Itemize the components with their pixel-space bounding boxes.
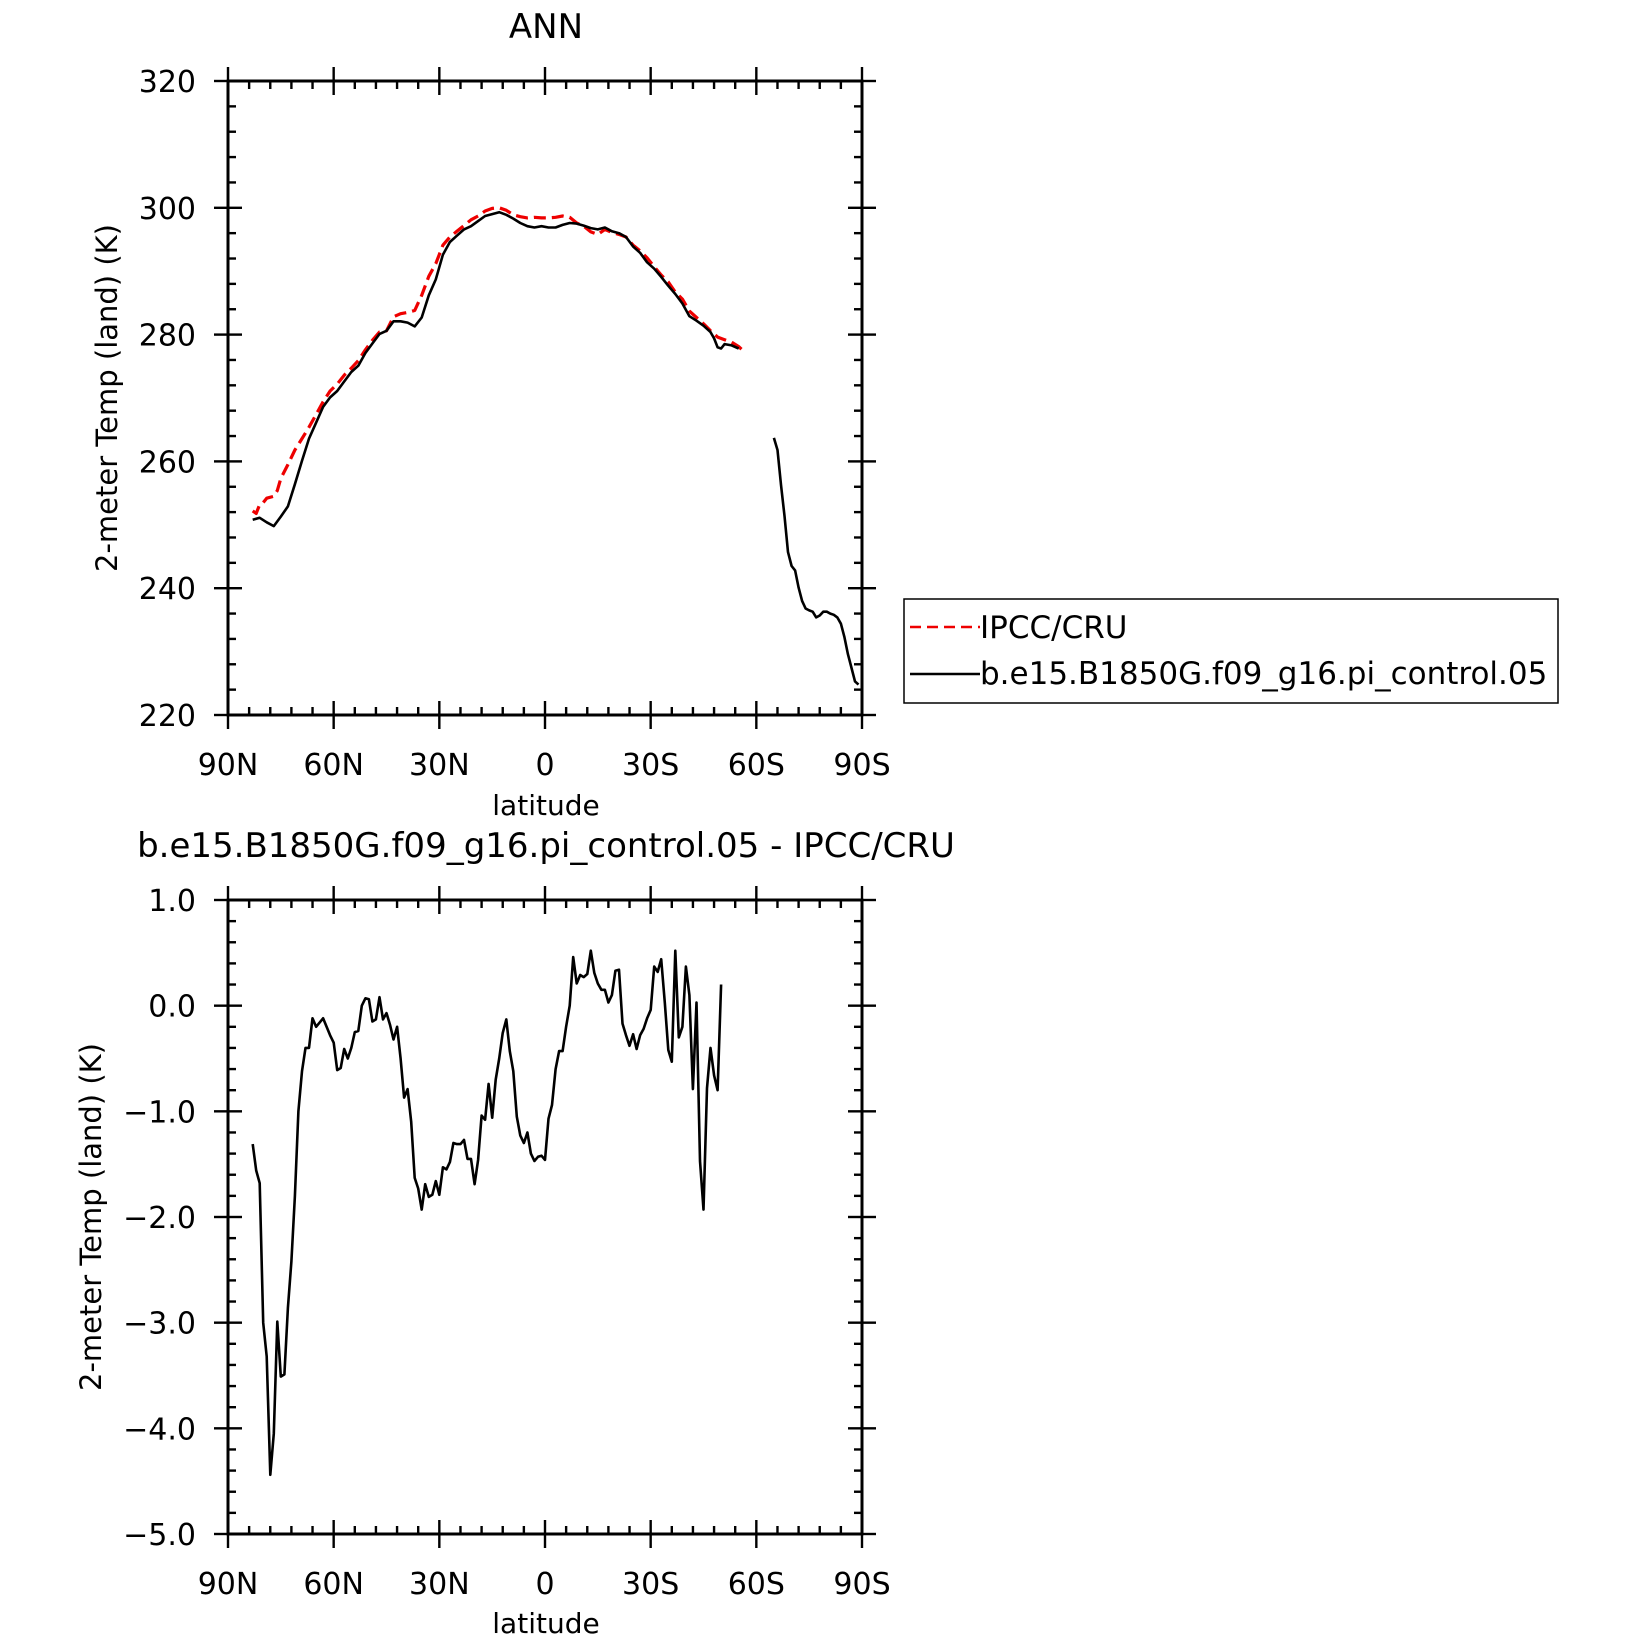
bottom-chart: b.e15.B1850G.f09_g16.pi_control.05 - IPC… <box>74 826 955 1640</box>
y-tick-label: 320 <box>139 65 196 100</box>
bottom-chart-series-layer <box>251 949 723 1477</box>
y-tick-label: −4.0 <box>123 1412 196 1447</box>
x-tick-label: 60N <box>303 1567 364 1602</box>
y-tick-label: −2.0 <box>123 1201 196 1236</box>
bottom-chart-ticks: 90N 60N 30N 0 30S 60S 90S 1.0 0.0 −1.0 −2.0 −3.0 −4.… <box>123 884 890 1602</box>
top-chart-x-axis-label: latitude <box>492 789 599 822</box>
legend: IPCC/CRU b.e15.B1850G.f09_g16.pi_control… <box>903 598 1559 704</box>
bottom-chart-x-axis-label: latitude <box>492 1607 599 1640</box>
x-tick-label: 30N <box>409 1567 470 1602</box>
bottom-chart-frame <box>226 898 864 1536</box>
legend-label-model: b.e15.B1850G.f09_g16.pi_control.05 <box>980 656 1547 692</box>
series-1-line-segment-0 <box>252 210 740 528</box>
top-chart-series-layer <box>251 206 860 686</box>
top-chart-ticks: 90N 60N 30N 0 30S 60S 90S 320 300 280 260 240 220 <box>139 65 891 783</box>
top-chart-y-axis-label: 2-meter Temp (land) (K) <box>90 224 124 572</box>
legend-label-ipcc-cru: IPCC/CRU <box>980 610 1127 646</box>
x-tick-label: 90S <box>833 748 890 783</box>
x-tick-label: 0 <box>535 1567 554 1602</box>
x-tick-label: 0 <box>535 748 554 783</box>
x-tick-label: 90S <box>833 1567 890 1602</box>
y-tick-label: 0.0 <box>148 990 196 1025</box>
y-tick-label: −5.0 <box>123 1518 196 1553</box>
x-tick-label: 60N <box>303 748 364 783</box>
top-chart-title: ANN <box>509 7 583 47</box>
y-tick-label: −1.0 <box>123 1095 196 1130</box>
y-tick-label: 260 <box>139 445 196 480</box>
y-tick-label: 280 <box>139 319 196 354</box>
x-tick-label: 30S <box>622 748 679 783</box>
x-tick-label: 30N <box>409 748 470 783</box>
series-1-line-segment-1 <box>772 437 860 686</box>
y-tick-label: 240 <box>139 572 196 607</box>
bottom-chart-title: b.e15.B1850G.f09_g16.pi_control.05 - IPC… <box>137 826 955 866</box>
x-tick-label: 90N <box>198 1567 259 1602</box>
top-chart: ANN 90N 60N 30N 0 30S 60S 90S 320 300 280 260 240 22… <box>90 7 1559 822</box>
bottom-chart-y-axis-label: 2-meter Temp (land) (K) <box>74 1043 108 1391</box>
y-tick-label: 220 <box>139 699 196 734</box>
series-0-line-segment-0 <box>251 206 744 515</box>
top-chart-frame <box>226 79 864 717</box>
legend-box <box>903 598 1559 704</box>
x-tick-label: 60S <box>728 748 785 783</box>
series-0-line-segment-0 <box>251 949 723 1477</box>
y-tick-label: −3.0 <box>123 1307 196 1342</box>
y-tick-label: 300 <box>139 192 196 227</box>
x-tick-label: 90N <box>198 748 259 783</box>
x-tick-label: 30S <box>622 1567 679 1602</box>
y-tick-label: 1.0 <box>148 884 196 919</box>
x-tick-label: 60S <box>728 1567 785 1602</box>
